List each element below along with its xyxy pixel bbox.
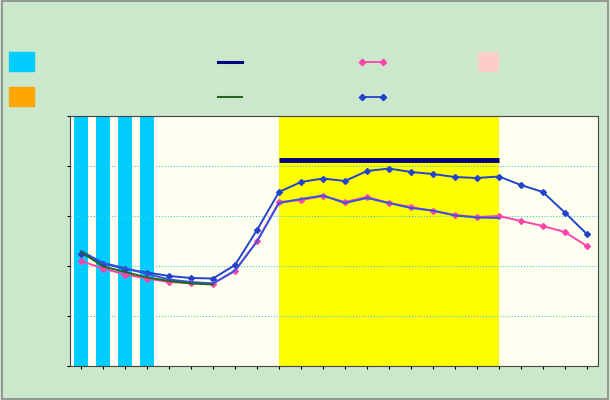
Bar (118, 116, 132, 366)
Bar (74, 116, 88, 366)
Bar (96, 116, 110, 366)
Bar (478, 52, 498, 71)
Bar (279, 116, 499, 366)
Bar (499, 116, 598, 366)
Bar (70, 116, 279, 366)
Bar (140, 116, 154, 366)
Bar (9, 52, 34, 71)
Bar (9, 87, 34, 106)
